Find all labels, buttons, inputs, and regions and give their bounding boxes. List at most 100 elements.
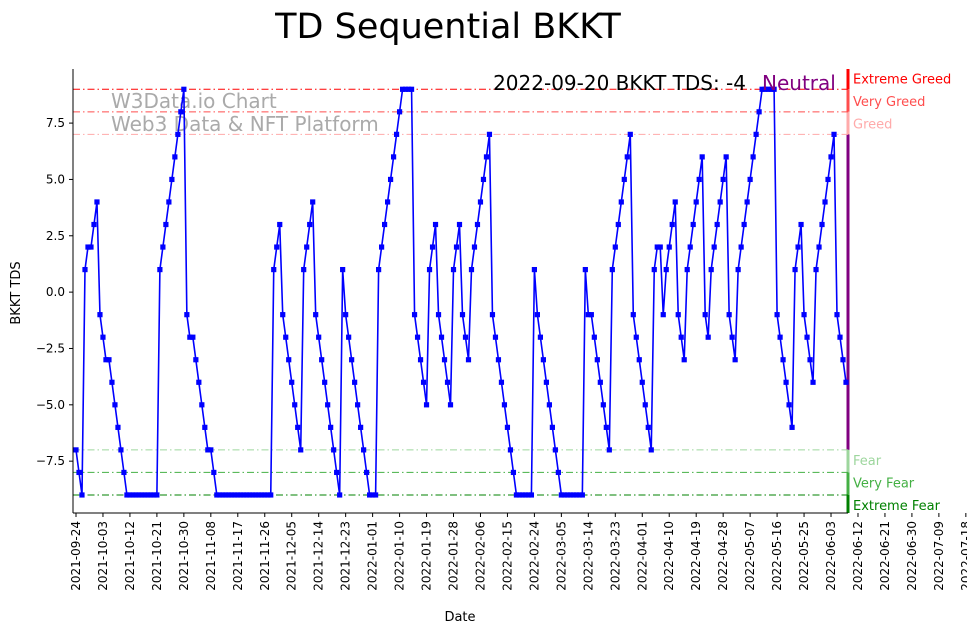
data-point [289,379,295,385]
data-point [705,334,711,340]
data-point [678,334,684,340]
data-point [483,154,490,160]
x-tick-label: 2021-12-23 [339,521,353,591]
data-point [367,492,373,498]
data-point [184,312,190,318]
data-point [642,402,648,408]
data-point [160,244,166,250]
data-point [801,312,807,318]
data-point [322,379,328,385]
data-point [750,154,756,160]
data-point [825,176,831,183]
x-tick-label: 2022-04-10 [662,521,676,591]
data-point [253,492,259,498]
data-point [106,357,112,363]
data-point [97,312,103,318]
data-point [720,176,726,183]
data-point [501,402,508,408]
data-point [723,154,729,160]
data-point [229,492,235,498]
data-point [283,334,289,340]
data-point [91,221,97,228]
data-point [103,357,109,363]
data-series [73,86,849,498]
data-point [480,176,487,183]
data-point [672,199,678,205]
sentiment-label: Neutral [762,71,836,95]
data-point [816,244,822,250]
data-point [759,86,765,92]
data-point [717,199,723,205]
data-point [205,447,211,453]
data-point [798,221,804,228]
data-point [399,86,406,92]
data-point [274,244,280,250]
data-point [193,357,199,363]
data-point [570,492,576,498]
data-point [441,357,448,363]
data-point [307,221,313,228]
data-point [600,402,606,408]
data-point [795,244,801,250]
data-point [612,244,618,250]
data-point [585,312,591,318]
data-point [495,357,502,363]
reference-lines: Extreme Greed Very Greed Greed Fear Very Fea… [73,72,951,514]
data-point [636,357,642,363]
data-point [265,492,271,498]
data-point [334,469,340,476]
data-point [328,424,334,430]
data-point [154,492,160,498]
data-point [594,357,600,363]
x-tick-label: 2022-03-05 [554,521,568,591]
data-point [241,492,247,498]
data-point [504,424,511,430]
data-point [588,312,594,318]
x-tick-label: 2021-09-24 [69,521,83,591]
data-point [202,424,208,430]
data-point [780,357,786,363]
data-point [432,221,439,228]
data-point [516,492,523,498]
x-tick-label: 2022-04-19 [689,521,703,591]
x-tick-label: 2022-02-15 [500,521,514,591]
data-point [166,199,172,205]
data-point [771,86,777,92]
data-point [627,131,633,137]
x-tick-label: 2022-05-07 [743,521,757,591]
data-point [831,131,837,137]
data-point [546,402,552,408]
data-point [187,334,193,340]
data-point [552,447,558,453]
data-point [450,266,457,273]
data-point [196,379,202,385]
data-point [633,334,639,340]
x-tick-label: 2022-04-01 [635,521,649,591]
data-point [435,312,442,318]
data-point [76,469,82,476]
data-point [256,492,262,498]
data-point [411,312,418,318]
data-point [127,492,133,498]
data-point [696,176,702,183]
x-tick-label: 2021-10-12 [123,521,137,591]
data-point [789,424,795,430]
y-tick-label: −7.5 [36,454,65,468]
data-point [232,492,238,498]
data-point [459,312,466,318]
x-tick-label: 2022-06-30 [905,521,919,591]
x-tick-label: 2021-10-21 [150,521,164,591]
data-point [262,492,268,498]
data-point [510,469,517,476]
data-point [447,402,454,408]
data-point [564,492,570,498]
data-point [618,199,624,205]
data-point [657,244,663,250]
y-ticks: −7.5 −5.0 −2.5 0.0 2.5 5.0 7.5 [36,116,73,468]
status-text: 2022-09-20 BKKT TDS: -4 [493,71,746,95]
x-tick-label: 2022-05-16 [770,521,784,591]
data-point [663,266,669,273]
data-point [738,244,744,250]
data-point [259,492,265,498]
data-point [654,244,660,250]
